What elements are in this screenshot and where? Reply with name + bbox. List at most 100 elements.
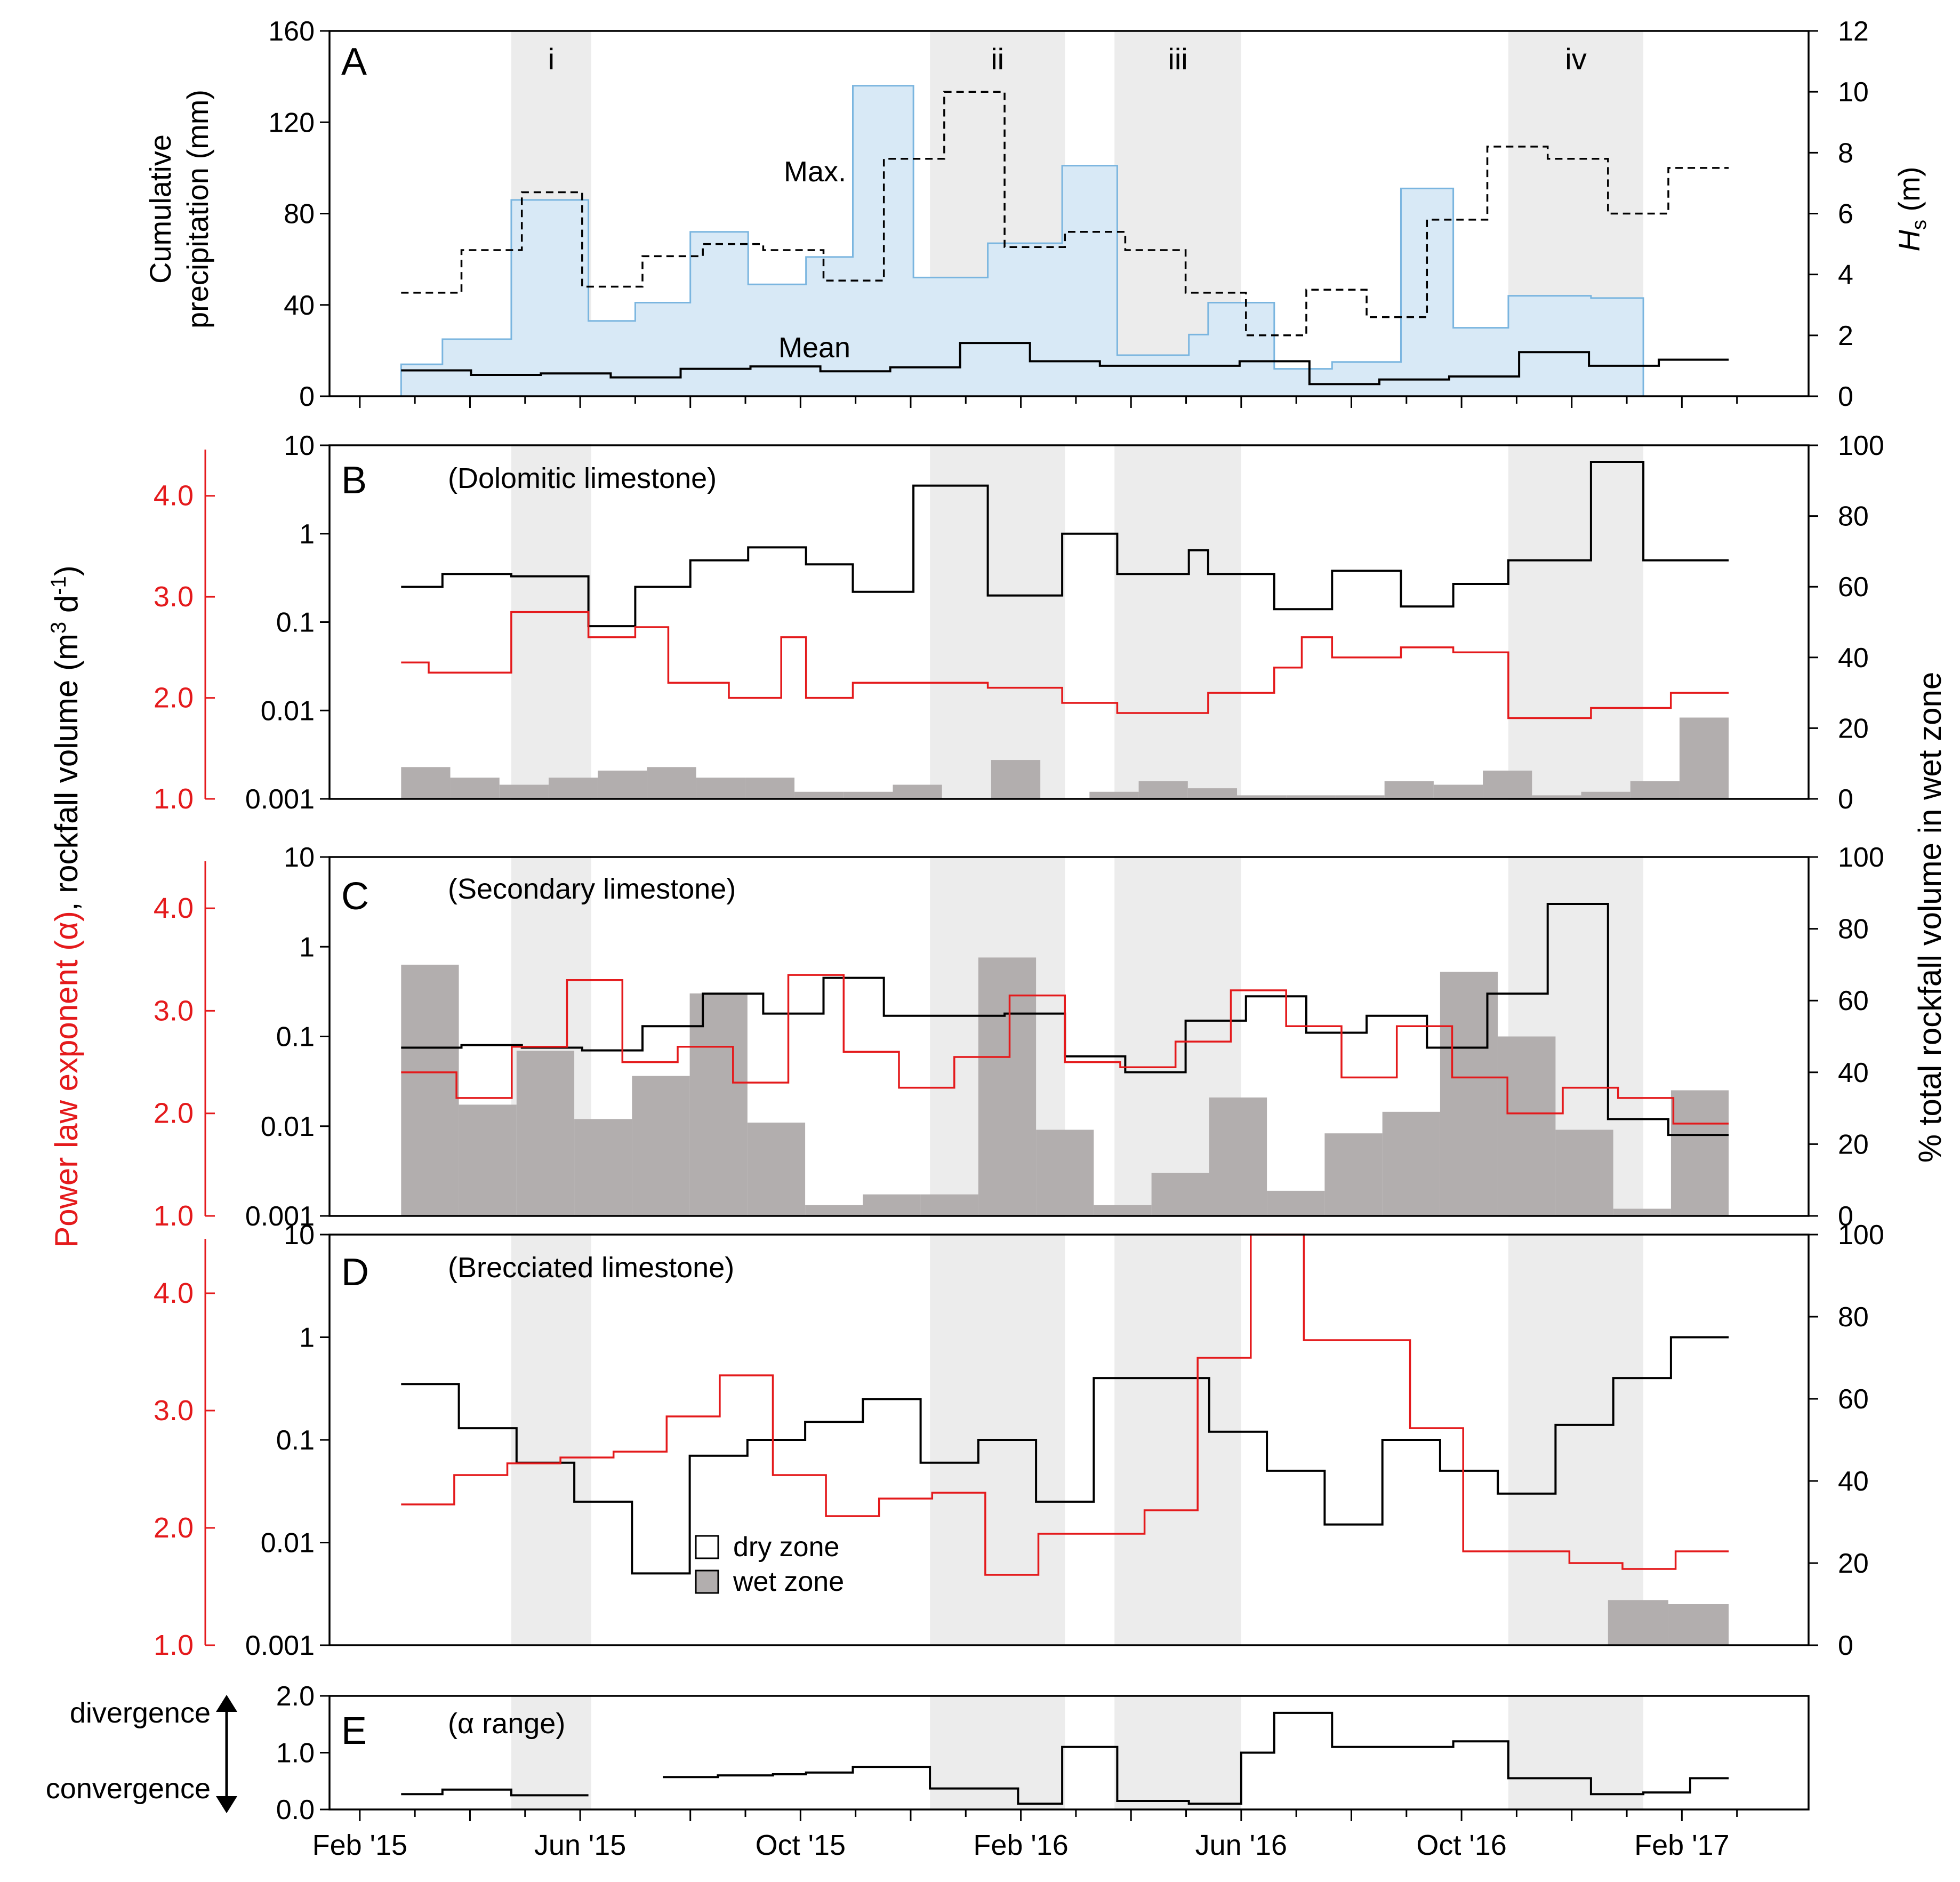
panel-b-wet-bar — [1384, 781, 1434, 799]
period-label-iv: iv — [1565, 42, 1586, 76]
panel-a-y2tick-label: 8 — [1838, 138, 1853, 169]
panel-c-wet-bar — [1670, 1090, 1729, 1216]
wet-pct-axis-label: % total rockfall volume in wet zone — [1912, 672, 1948, 1163]
panel-b-dry-volume-line — [401, 461, 1729, 628]
panel-b-wet-bar — [1483, 770, 1532, 799]
period-label-iii: iii — [1168, 42, 1187, 76]
panel-b-wet-bar — [844, 791, 893, 799]
panel-c-alpha-tick-label: 1.0 — [154, 1200, 194, 1232]
panel-c-alpha-tick-label: 3.0 — [154, 995, 194, 1027]
panel-a-letter: A — [341, 41, 367, 83]
period-label-ii: ii — [991, 42, 1004, 76]
panel-c-wet-bar — [689, 993, 748, 1216]
x-tick-label: Feb '15 — [312, 1829, 407, 1861]
panel-d-alpha-line — [401, 1234, 1729, 1576]
panel-c-pct-tick-label: 40 — [1838, 1058, 1869, 1088]
panel-c-wet-bar — [1324, 1133, 1383, 1216]
max-label: Max. — [784, 156, 846, 188]
legend-dry-label: dry zone — [733, 1532, 839, 1563]
panel-b-title: (Dolomitic limestone) — [448, 462, 717, 494]
panel-d-ytick-label: 0.001 — [245, 1630, 315, 1661]
panel-d-ytick-label: 1 — [299, 1323, 315, 1354]
panel-b-wet-bar — [1237, 795, 1287, 799]
panel-e-frame — [328, 1695, 1810, 1811]
panel-c-ytick-label: 0.001 — [245, 1201, 315, 1232]
panel-b-wet-bar — [499, 784, 549, 799]
panel-a-ytick-label: 160 — [268, 16, 315, 47]
panel-c-alpha-tick-label: 4.0 — [154, 892, 194, 924]
x-tick-label: Oct '16 — [1416, 1829, 1506, 1861]
convergence-label: convergence — [46, 1773, 211, 1805]
panel-c-wet-bar — [516, 1051, 575, 1216]
panel-c-alpha-line — [401, 974, 1729, 1125]
panel-a-y2label: Hs (m) — [1892, 167, 1931, 252]
legend-wet-label: wet zone — [733, 1566, 844, 1597]
hs-max-line — [401, 91, 1729, 337]
panel-b-ytick-label: 0.01 — [261, 695, 315, 726]
panel-b-wet-bar — [450, 778, 500, 799]
panel-b-pct-tick-label: 60 — [1838, 572, 1869, 603]
panel-c-wet-bar — [1382, 1111, 1440, 1216]
panel-a-y2tick-label: 10 — [1838, 77, 1869, 108]
panel-b-alpha-tick-label: 1.0 — [154, 783, 194, 815]
panel-e-title: (α range) — [448, 1708, 565, 1740]
panel-b-wet-bar — [1433, 784, 1483, 799]
panel-a-ytick-label: 120 — [268, 107, 315, 138]
panel-c-wet-bar — [1498, 1036, 1556, 1216]
panel-c-pct-tick-label: 20 — [1838, 1129, 1869, 1160]
panel-b-frame — [328, 444, 1810, 800]
panel-e-ytick-label: 0.0 — [276, 1795, 315, 1825]
panel-b-wet-bar — [893, 784, 942, 799]
panel-c-wet-bar — [632, 1076, 690, 1216]
panel-d-alpha-tick-label: 4.0 — [154, 1277, 194, 1309]
panel-c-wet-bar — [574, 1119, 632, 1216]
panel-b-wet-bar — [1286, 795, 1336, 799]
panel-d-pct-tick-label: 80 — [1838, 1302, 1869, 1333]
panel-c-wet-bar — [1440, 972, 1498, 1216]
panel-c-wet-bar — [747, 1123, 806, 1216]
panel-b-wet-bar — [548, 778, 598, 799]
panel-b-wet-bar — [1679, 717, 1729, 799]
panel-b-wet-bar — [401, 767, 451, 799]
panel-gap-2 — [328, 800, 1810, 856]
panel-b-alpha-tick-label: 4.0 — [154, 480, 194, 512]
panel-c-letter: C — [341, 875, 369, 918]
precipitation-area — [401, 85, 1644, 396]
divergence-label: divergence — [70, 1697, 211, 1729]
panel-a-y2tick-label: 4 — [1838, 260, 1853, 291]
panel-b-ytick-label: 0.001 — [245, 784, 315, 815]
panel-c-wet-bar — [920, 1194, 978, 1216]
period-band-iii — [1114, 31, 1241, 1809]
panel-gap-1 — [328, 397, 1810, 444]
panel-c-ytick-label: 10 — [284, 842, 315, 873]
panel-a-y2tick-label: 0 — [1838, 381, 1853, 412]
panel-d-pct-tick-label: 0 — [1838, 1630, 1853, 1661]
alpha-range-line-part1 — [401, 1788, 589, 1797]
panel-b-letter: B — [341, 459, 367, 502]
panel-b-pct-tick-label: 20 — [1838, 713, 1869, 744]
panel-b-wet-bar — [745, 778, 795, 799]
panel-d-ytick-label: 0.1 — [276, 1425, 315, 1456]
panel-d-dry-volume-line — [401, 1336, 1729, 1575]
panel-gap-3 — [328, 1217, 1810, 1234]
panel-c-pct-tick-label: 0 — [1838, 1201, 1853, 1232]
panel-b-wet-bar — [696, 778, 745, 799]
panel-c-wet-bar — [863, 1194, 921, 1216]
panel-c-wet-bar — [1151, 1173, 1209, 1216]
alpha-volume-axis-label: Power law exponent (α), rockfall volume … — [47, 565, 84, 1248]
panel-d-ytick-label: 10 — [284, 1220, 315, 1251]
panel-b-ytick-label: 1 — [299, 519, 315, 550]
panel-a-frame — [328, 30, 1810, 397]
panel-c-wet-bar — [1267, 1190, 1325, 1216]
panel-d-letter: D — [341, 1251, 369, 1294]
panel-b-alpha-tick-label: 2.0 — [154, 682, 194, 714]
panel-b-pct-tick-label: 40 — [1838, 643, 1869, 674]
panel-b-wet-bar — [1089, 791, 1139, 799]
panel-c-pct-tick-label: 60 — [1838, 986, 1869, 1016]
panel-d-pct-tick-label: 20 — [1838, 1548, 1869, 1579]
panel-b-wet-bar — [1138, 781, 1188, 799]
panel-c-alpha-tick-label: 2.0 — [154, 1098, 194, 1130]
divergence-convergence-arrow — [216, 1695, 237, 1813]
panel-b-wet-bar — [1532, 795, 1581, 799]
legend-wet-swatch — [695, 1569, 719, 1594]
